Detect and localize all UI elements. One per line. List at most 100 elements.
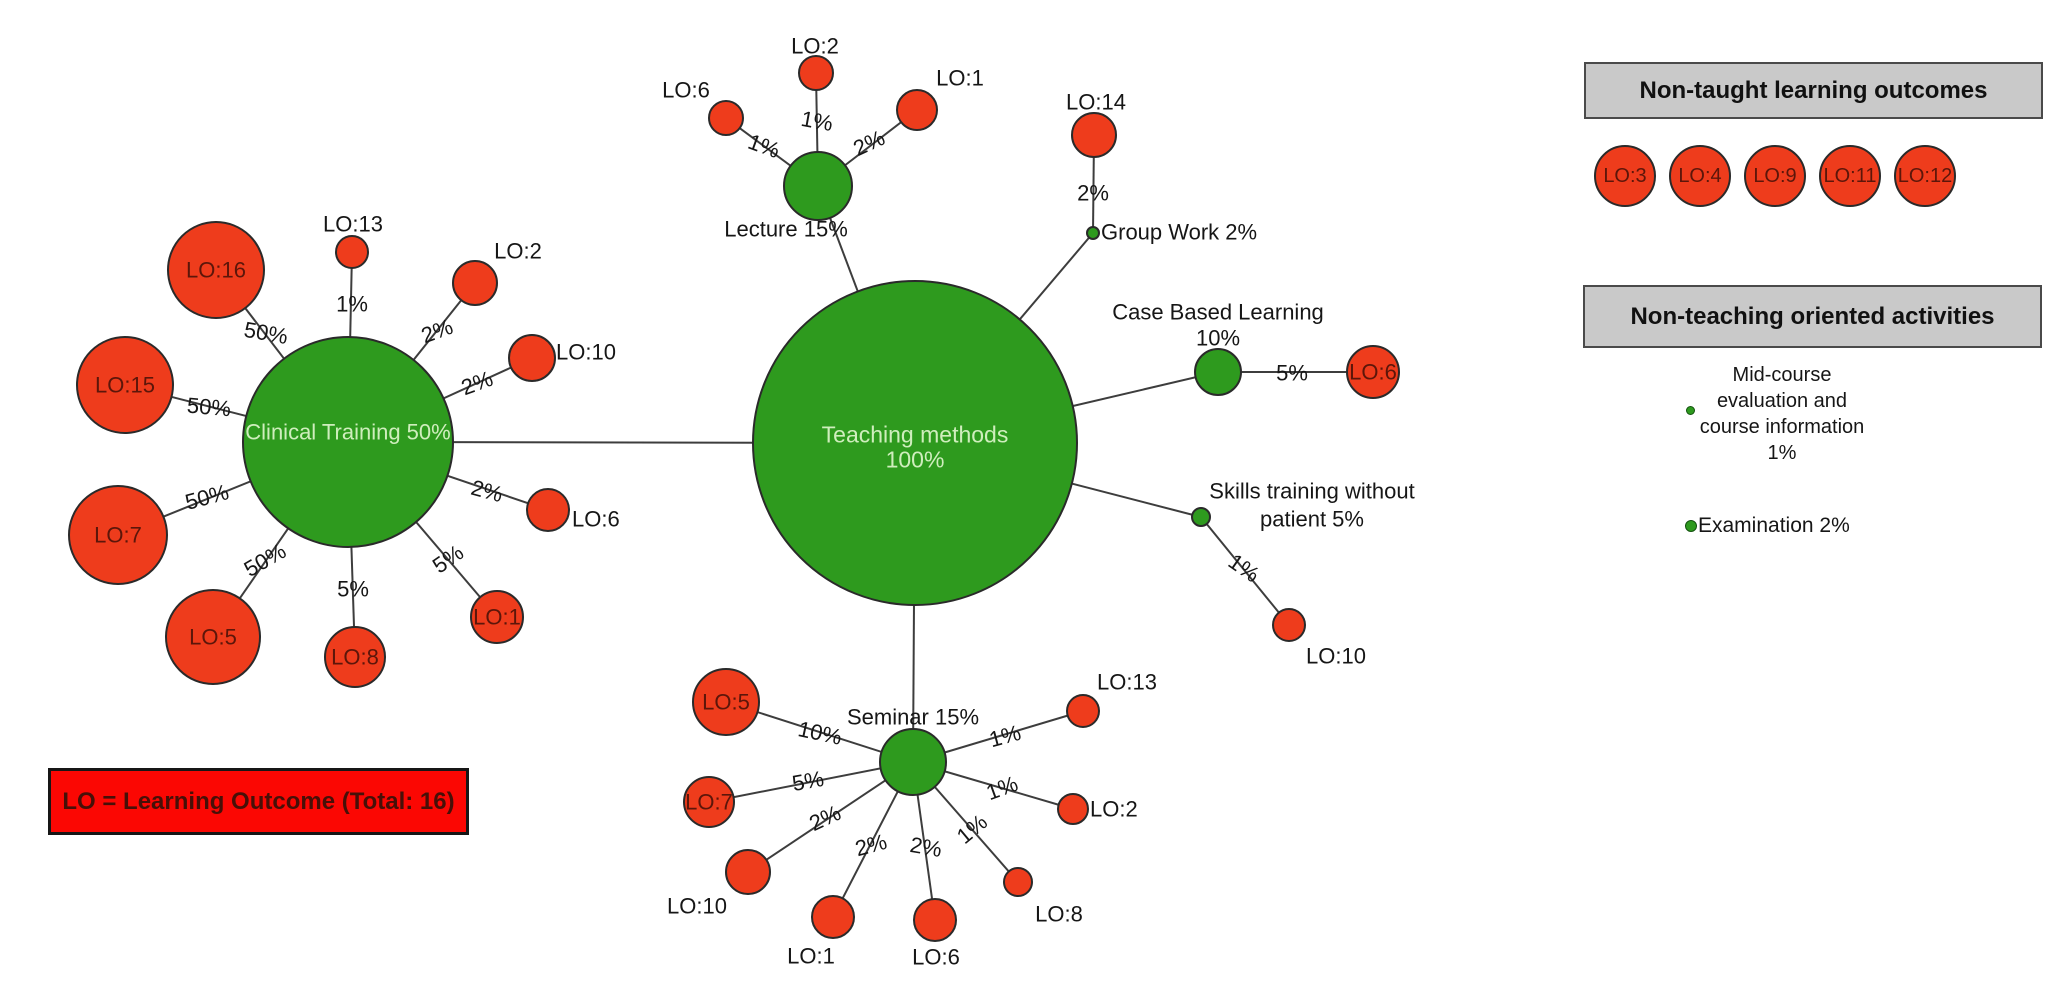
edge-weight-label: 2% <box>908 832 944 862</box>
edge-weight-label: 2% <box>468 475 505 507</box>
node-m8 <box>1003 867 1033 897</box>
legend-non-taught: Non-taught learning outcomes LO:3 LO:4 LO:… <box>1584 62 2043 207</box>
node-label-groupwork: Group Work 2% <box>1101 220 1257 245</box>
node-teaching <box>752 280 1078 606</box>
edge-weight-label: 1% <box>745 129 783 163</box>
node-label-skills: Skills training without <box>1209 479 1414 504</box>
edge-seminar-m7 <box>708 761 914 803</box>
node-label-c5: LO:5 <box>189 625 237 650</box>
legend-non-teaching: Non-teaching oriented activities Mid-cou… <box>1583 285 2042 537</box>
node-c10 <box>508 334 556 382</box>
node-m10 <box>725 849 771 895</box>
node-label-m7: LO:7 <box>685 790 733 815</box>
legend-lo-circle: LO:12 <box>1894 145 1956 207</box>
legend-non-taught-circles: LO:3 LO:4 LO:9 LO:11 LO:12 <box>1584 145 2043 207</box>
edge-weight-label: 2% <box>849 125 888 161</box>
legend-non-teaching-title: Non-teaching oriented activities <box>1583 285 2042 348</box>
node-label-c2: LO:2 <box>494 239 542 264</box>
node-label-c8: LO:8 <box>331 645 379 670</box>
node-label-l1: LO:1 <box>936 66 984 91</box>
node-label-c6: LO:6 <box>572 507 620 532</box>
node-label-m8: LO:8 <box>1035 902 1083 927</box>
midcourse-line: course information <box>1699 416 1865 438</box>
node-label-l2: LO:2 <box>791 34 839 59</box>
node-skills <box>1191 507 1211 527</box>
node-m13 <box>1066 694 1100 728</box>
node-label-teaching: 100% <box>886 447 945 473</box>
node-label-l6: LO:6 <box>662 78 710 103</box>
node-label-c13: LO:13 <box>323 212 383 237</box>
node-cbl <box>1194 348 1242 396</box>
node-label-c1: LO:1 <box>473 605 521 630</box>
edge-weight-label: 5% <box>790 766 826 796</box>
edge-weight-label: 50% <box>240 538 291 582</box>
legend-lo-circle: LO:11 <box>1819 145 1881 207</box>
legend-item-midcourse: Mid-course evaluation and course informa… <box>1682 362 1882 466</box>
node-s10 <box>1272 608 1306 642</box>
node-label-lecture: Lecture 15% <box>724 217 848 242</box>
legend-lo-circle: LO:3 <box>1594 145 1656 207</box>
node-l2 <box>798 55 834 91</box>
midcourse-line: evaluation and <box>1716 390 1848 412</box>
edge-weight-label: 1% <box>952 809 992 849</box>
edge-weight-label: 5% <box>428 540 468 579</box>
examination-label: Examination 2% <box>1698 514 1850 537</box>
legend-lo-circle: LO:9 <box>1744 145 1806 207</box>
edge-weight-label: 1% <box>336 292 368 317</box>
node-label-c15: LO:15 <box>95 373 155 398</box>
midcourse-line: Mid-course <box>1732 364 1832 386</box>
node-groupwork <box>1086 226 1100 240</box>
node-m5 <box>692 668 760 736</box>
node-label-m6: LO:6 <box>912 945 960 970</box>
edge-weight-label: 1% <box>1224 549 1264 588</box>
node-label-c10: LO:10 <box>556 340 616 365</box>
green-dot-icon <box>1685 520 1697 532</box>
edge-weight-label: 5% <box>1276 361 1308 386</box>
lo-definition-box: LO = Learning Outcome (Total: 16) <box>48 768 469 835</box>
node-c1 <box>470 590 524 644</box>
legend-item-examination: Examination 2% <box>1685 514 1850 538</box>
edge-weight-label: 50% <box>182 479 231 515</box>
node-m1 <box>811 895 855 939</box>
edge-weight-label: 5% <box>337 577 369 602</box>
edge-weight-label: 2% <box>852 829 889 861</box>
edge-weight-label: 2% <box>1077 181 1109 206</box>
node-m6 <box>913 898 957 942</box>
legend-lo-circle: LO:4 <box>1669 145 1731 207</box>
node-lecture <box>783 151 853 221</box>
edge-weight-label: 50% <box>186 393 232 422</box>
node-seminar <box>879 728 947 796</box>
node-clinical <box>242 336 454 548</box>
node-label-cbl: 10% <box>1196 326 1240 351</box>
edge-weight-label: 2% <box>418 314 456 348</box>
node-c6 <box>526 488 570 532</box>
node-label-m1: LO:1 <box>787 944 835 969</box>
edge-weight-label: 1% <box>799 106 835 136</box>
node-c16 <box>167 221 265 319</box>
node-m2 <box>1057 793 1089 825</box>
node-label-m2: LO:2 <box>1090 797 1138 822</box>
node-l1 <box>896 89 938 131</box>
node-m7 <box>683 776 735 828</box>
node-label-seminar: Seminar 15% <box>847 705 979 730</box>
edge-weight-label: 50% <box>242 317 290 349</box>
node-c2 <box>452 260 498 306</box>
node-label-m10: LO:10 <box>667 894 727 919</box>
edge-weight-label: 2% <box>458 366 496 400</box>
node-label-cbl: Case Based Learning <box>1112 300 1324 325</box>
node-c13 <box>335 235 369 269</box>
node-label-c7: LO:7 <box>94 523 142 548</box>
node-g14 <box>1071 112 1117 158</box>
node-label-c16: LO:16 <box>186 258 246 283</box>
node-l6 <box>708 100 744 136</box>
node-b6 <box>1346 345 1400 399</box>
node-label-m13: LO:13 <box>1097 670 1157 695</box>
legend-non-taught-title: Non-taught learning outcomes <box>1584 62 2043 119</box>
node-label-teaching: Teaching methods <box>822 422 1009 448</box>
green-dot-icon <box>1686 406 1695 415</box>
node-c8 <box>324 626 386 688</box>
node-label-b6: LO:6 <box>1349 360 1397 385</box>
edge-weight-label: 1% <box>983 771 1021 805</box>
